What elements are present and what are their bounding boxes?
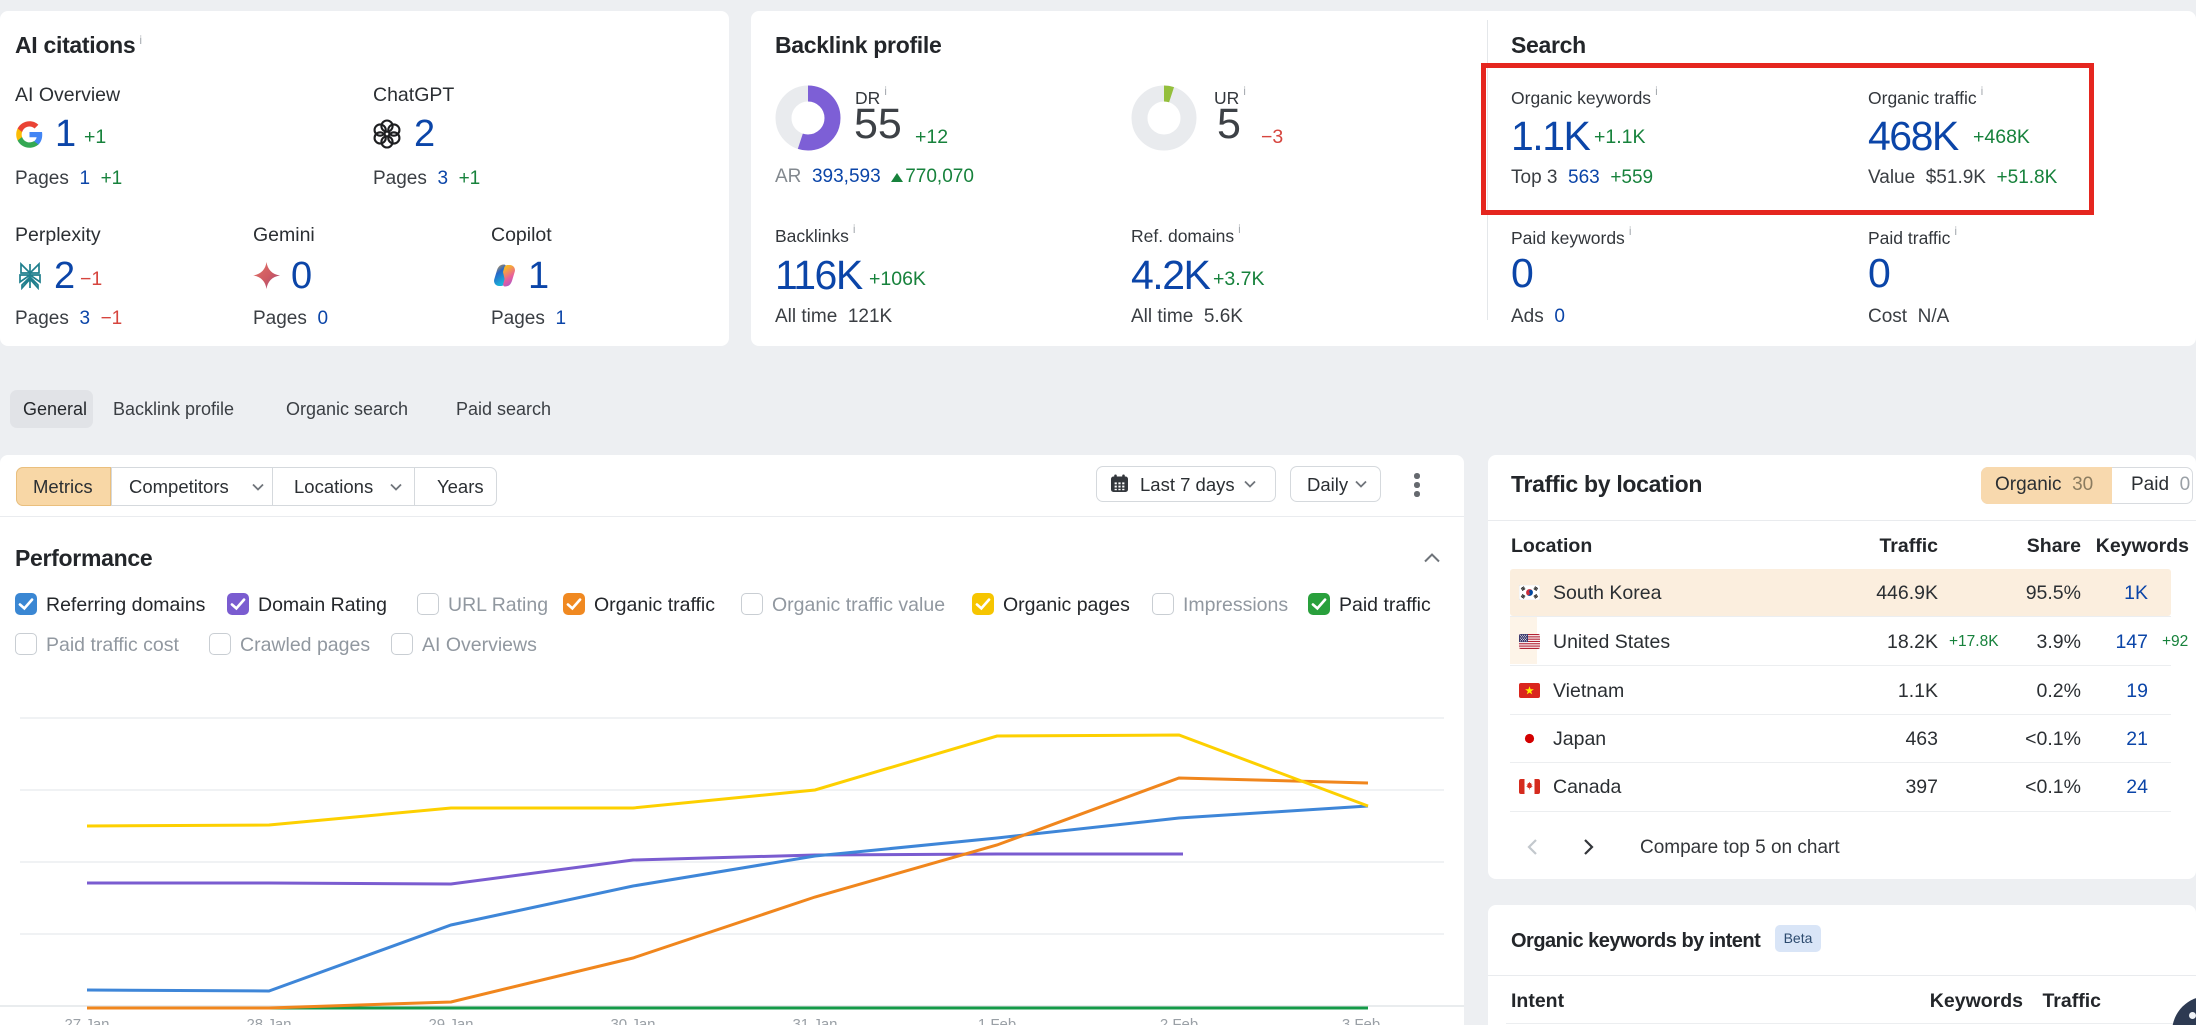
svg-text:3 Feb: 3 Feb (1342, 1016, 1380, 1025)
svg-text:30 Jan: 30 Jan (610, 1016, 655, 1025)
svg-text:2 Feb: 2 Feb (1160, 1016, 1198, 1025)
svg-text:28 Jan: 28 Jan (246, 1016, 291, 1025)
svg-text:27 Jan: 27 Jan (64, 1016, 109, 1025)
svg-text:29 Jan: 29 Jan (428, 1016, 473, 1025)
svg-text:31 Jan: 31 Jan (792, 1016, 837, 1025)
svg-text:1 Feb: 1 Feb (978, 1016, 1016, 1025)
